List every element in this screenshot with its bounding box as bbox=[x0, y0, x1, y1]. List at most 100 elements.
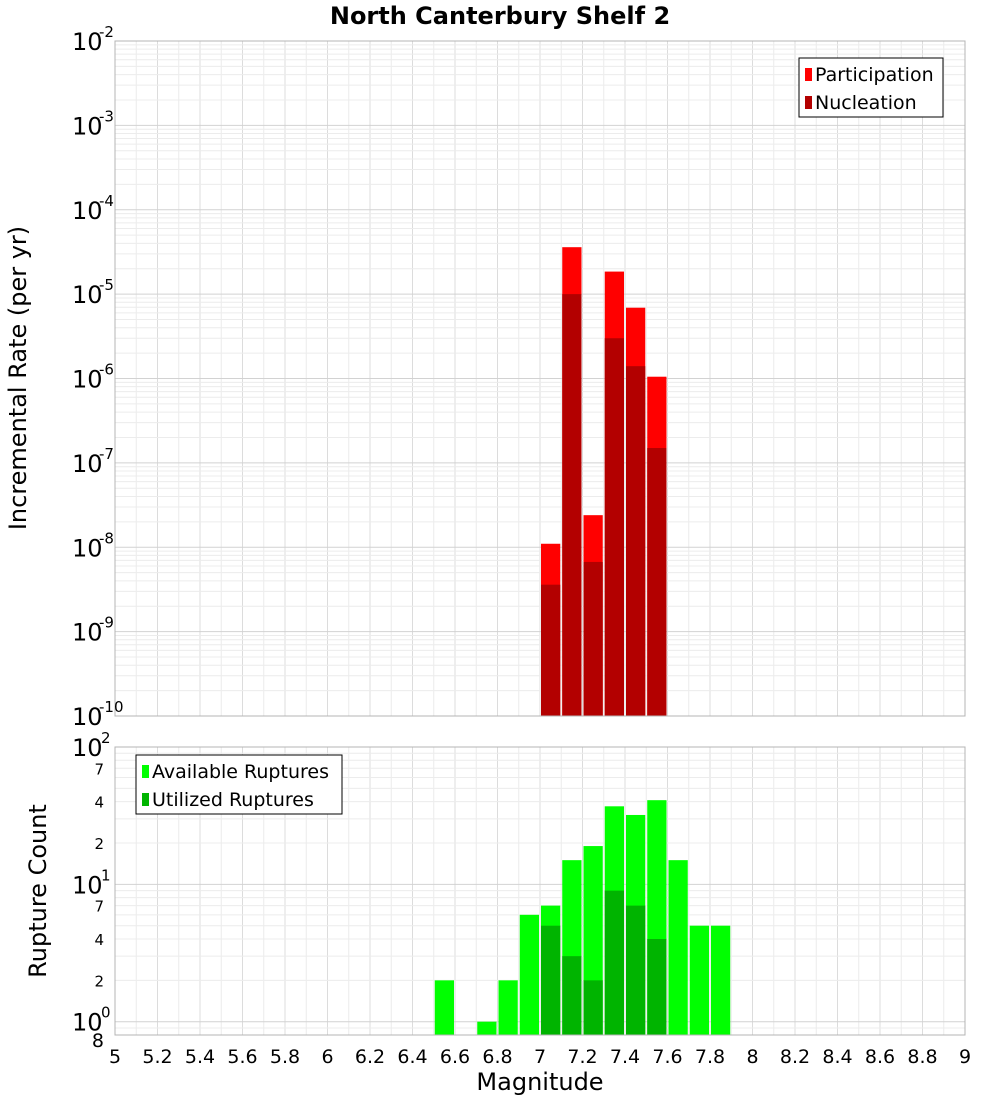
bottom-bar bbox=[647, 939, 667, 1035]
top-y-tick: 10-2 bbox=[72, 23, 114, 56]
top-y-tick-base: 10 bbox=[72, 703, 103, 731]
x-tick-label: 5.8 bbox=[270, 1046, 300, 1068]
top-legend-swatch bbox=[805, 68, 812, 81]
bottom-bar bbox=[604, 890, 624, 1035]
bottom-bar bbox=[477, 1021, 497, 1035]
bottom-y-minor-tick-label: 8 bbox=[92, 1030, 104, 1052]
top-y-tick-labels: 10-210-310-410-510-610-710-810-910-10 bbox=[72, 23, 124, 731]
x-tick-label: 8.2 bbox=[780, 1046, 810, 1068]
bottom-y-tick-exp: 1 bbox=[101, 866, 111, 884]
bottom-y-minor-tick-label: 7 bbox=[94, 898, 104, 916]
top-y-tick-exp: -4 bbox=[99, 192, 114, 210]
top-y-tick-base: 10 bbox=[72, 197, 103, 225]
bottom-bar bbox=[711, 925, 731, 1035]
bottom-legend-box bbox=[135, 754, 343, 815]
top-y-tick-base: 10 bbox=[72, 534, 103, 562]
top-bar bbox=[562, 294, 582, 716]
top-y-tick: 10-4 bbox=[72, 192, 114, 225]
top-legend: Participation Nucleation bbox=[798, 57, 944, 118]
top-bar bbox=[541, 584, 561, 716]
top-y-tick: 10-3 bbox=[72, 107, 114, 140]
bottom-bar bbox=[668, 860, 688, 1035]
top-y-tick-exp: -6 bbox=[99, 361, 114, 379]
x-tick-label: 8.8 bbox=[907, 1046, 937, 1068]
top-y-tick-base: 10 bbox=[72, 281, 103, 309]
x-tick-label: 7.4 bbox=[610, 1046, 640, 1068]
top-plot-frame bbox=[114, 40, 966, 717]
top-legend-swatch bbox=[805, 96, 812, 109]
x-tick-labels: 5 5.2 5.4 5.6 5.8 6 6.2 6.4 6.6 6.8 7 7.2 7.4 7.6 7.8 8… bbox=[109, 1046, 971, 1068]
x-tick-label: 5.2 bbox=[142, 1046, 172, 1068]
top-y-tick: 10-8 bbox=[72, 529, 114, 562]
top-bar bbox=[626, 366, 646, 716]
bottom-legend-swatch bbox=[142, 765, 149, 778]
x-tick-label: 7 bbox=[534, 1046, 546, 1068]
top-y-tick-base: 10 bbox=[72, 450, 103, 478]
top-y-tick-exp: -10 bbox=[99, 698, 124, 716]
bottom-y-minor-tick-label: 4 bbox=[94, 931, 104, 949]
top-bar bbox=[604, 338, 624, 716]
bottom-y-tick: 101 bbox=[72, 866, 111, 899]
bottom-plot-frame bbox=[114, 746, 966, 1036]
top-y-tick: 10-9 bbox=[72, 614, 114, 647]
x-tick-label: 6 bbox=[321, 1046, 333, 1068]
top-y-tick-base: 10 bbox=[72, 112, 103, 140]
top-legend-label: Nucleation bbox=[815, 92, 917, 114]
bottom-bar bbox=[498, 980, 518, 1035]
bottom-y-tick: 100 bbox=[72, 1004, 111, 1037]
x-tick-label: 9 bbox=[959, 1046, 971, 1068]
top-y-tick: 10-10 bbox=[72, 698, 124, 731]
bottom-bar bbox=[689, 925, 709, 1035]
bottom-y-minor-tick-label: 4 bbox=[94, 794, 104, 812]
x-tick-label: 5.4 bbox=[185, 1046, 215, 1068]
x-tick-label: 7.8 bbox=[695, 1046, 725, 1068]
bottom-y-tick-exp: 2 bbox=[101, 729, 111, 747]
top-y-tick-exp: -9 bbox=[99, 614, 114, 632]
top-y-tick: 10-5 bbox=[72, 276, 114, 309]
top-y-tick-base: 10 bbox=[72, 366, 103, 394]
top-legend-label: Participation bbox=[815, 64, 934, 86]
top-y-tick-exp: -8 bbox=[99, 529, 114, 547]
bottom-legend-label: Utilized Ruptures bbox=[152, 789, 314, 811]
top-legend-box bbox=[798, 57, 944, 118]
top-y-tick-base: 10 bbox=[72, 619, 103, 647]
bottom-bar bbox=[434, 980, 454, 1035]
bottom-y-tick-base: 10 bbox=[72, 871, 103, 899]
bottom-bar bbox=[583, 980, 603, 1035]
x-tick-label: 5 bbox=[109, 1046, 121, 1068]
bottom-y-minor-tick-label: 2 bbox=[94, 972, 104, 990]
bottom-y-tick: 102 bbox=[72, 729, 111, 762]
x-axis-label: Magnitude bbox=[476, 1068, 603, 1096]
x-tick-label: 6.6 bbox=[440, 1046, 470, 1068]
top-y-tick-exp: -3 bbox=[99, 107, 114, 125]
bottom-legend-swatch bbox=[142, 793, 149, 806]
x-tick-label: 8.6 bbox=[865, 1046, 895, 1068]
x-tick-label: 8 bbox=[746, 1046, 758, 1068]
x-tick-label: 7.2 bbox=[567, 1046, 597, 1068]
top-bar bbox=[583, 561, 603, 716]
top-grid bbox=[114, 40, 966, 717]
x-tick-label: 6.4 bbox=[397, 1046, 427, 1068]
top-y-tick-base: 10 bbox=[72, 28, 103, 56]
top-y-tick-exp: -2 bbox=[99, 23, 114, 41]
bottom-bar bbox=[626, 905, 646, 1035]
top-y-tick-exp: -5 bbox=[99, 276, 114, 294]
bottom-y-minor-tick-label: 7 bbox=[94, 760, 104, 778]
top-bar bbox=[647, 448, 667, 716]
bottom-series-utilized-ruptures bbox=[541, 890, 667, 1035]
bottom-bar bbox=[519, 914, 539, 1035]
top-series-nucleation bbox=[541, 294, 667, 716]
top-y-tick: 10-6 bbox=[72, 361, 114, 394]
bottom-legend-label: Available Ruptures bbox=[152, 761, 329, 783]
bottom-y-tick-base: 10 bbox=[72, 734, 103, 762]
bottom-y-axis-label: Rupture Count bbox=[24, 804, 52, 978]
x-tick-label: 5.6 bbox=[227, 1046, 257, 1068]
bottom-bar bbox=[541, 925, 561, 1035]
top-y-tick: 10-7 bbox=[72, 445, 114, 478]
x-tick-label: 8.4 bbox=[822, 1046, 852, 1068]
chart-title: North Canterbury Shelf 2 bbox=[330, 2, 670, 30]
top-y-tick-exp: -7 bbox=[99, 445, 114, 463]
bottom-y-tick-exp: 0 bbox=[101, 1004, 111, 1022]
